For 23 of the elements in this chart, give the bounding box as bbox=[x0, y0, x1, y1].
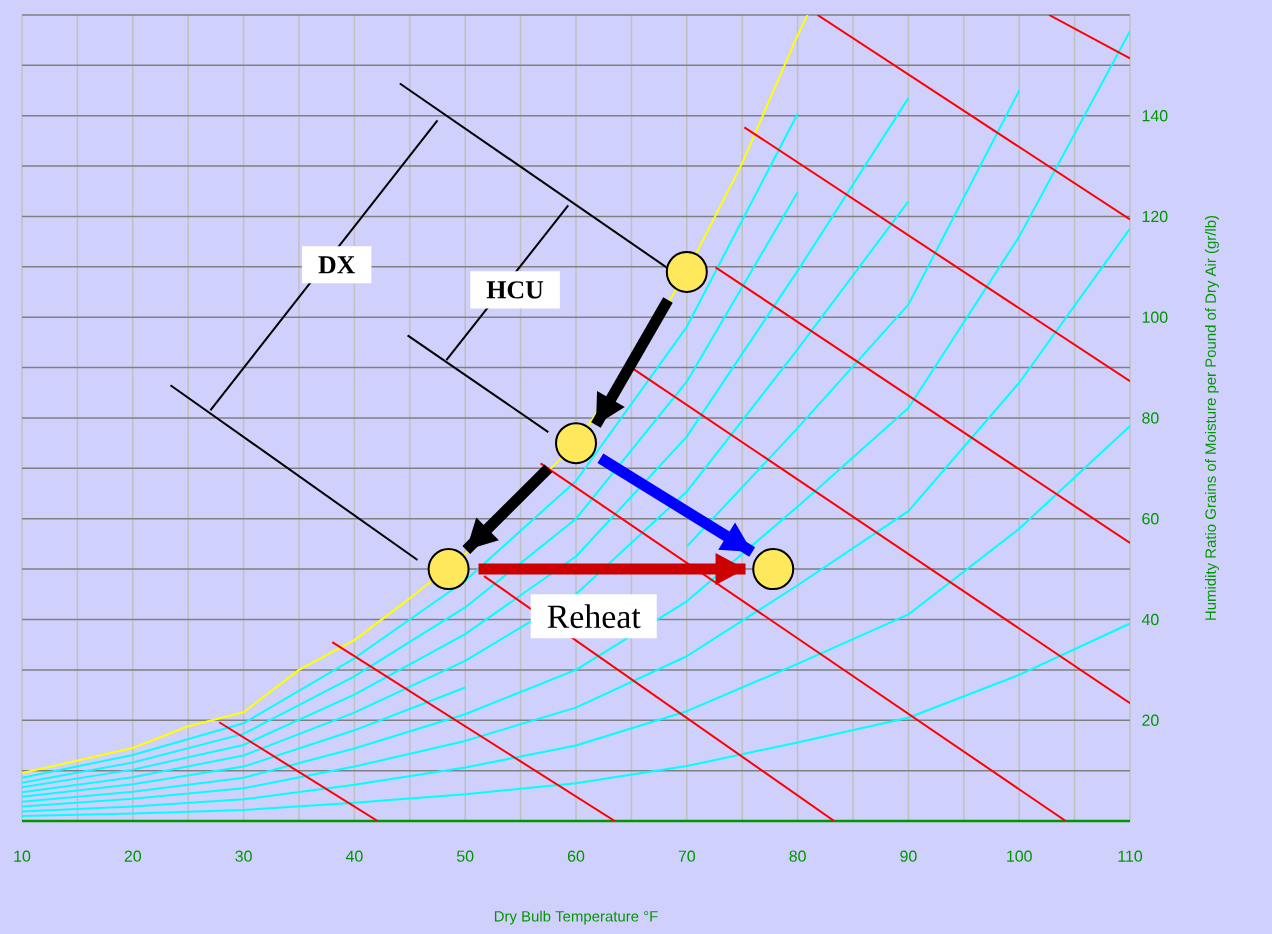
y-tick-label: 140 bbox=[1142, 110, 1168, 122]
x-tick-label: 10 bbox=[14, 850, 31, 862]
y-tick-label: 120 bbox=[1142, 210, 1168, 223]
y-tick-label: 20 bbox=[1142, 714, 1159, 726]
x-tick-label: 90 bbox=[900, 850, 917, 862]
x-tick-label: 30 bbox=[235, 850, 252, 862]
x-axis-title: Dry Bulb Temperature °F bbox=[494, 910, 658, 925]
y-tick-label: 80 bbox=[1142, 412, 1159, 424]
x-tick-label: 100 bbox=[1007, 850, 1032, 862]
x-tick-label: 20 bbox=[124, 850, 142, 862]
x-tick-label: 110 bbox=[1118, 850, 1143, 862]
x-tick-label: 60 bbox=[567, 850, 585, 862]
y-axis-title: Humidity Ratio Grains of Moisture per Pound of Dry Air (gr/lb) bbox=[1204, 215, 1219, 620]
x-tick-label: 70 bbox=[678, 850, 696, 862]
y-tick-label: 100 bbox=[1142, 311, 1168, 323]
y-tick-label: 40 bbox=[1141, 613, 1159, 626]
x-tick-label: 80 bbox=[789, 850, 806, 862]
annotation: Reheat bbox=[547, 604, 641, 629]
x-tick-label: 40 bbox=[345, 850, 363, 862]
y-tick-label: 60 bbox=[1142, 513, 1159, 525]
x-tick-label: 50 bbox=[456, 850, 474, 862]
annotation: HCU bbox=[486, 281, 544, 299]
annotation: DX bbox=[318, 256, 356, 274]
